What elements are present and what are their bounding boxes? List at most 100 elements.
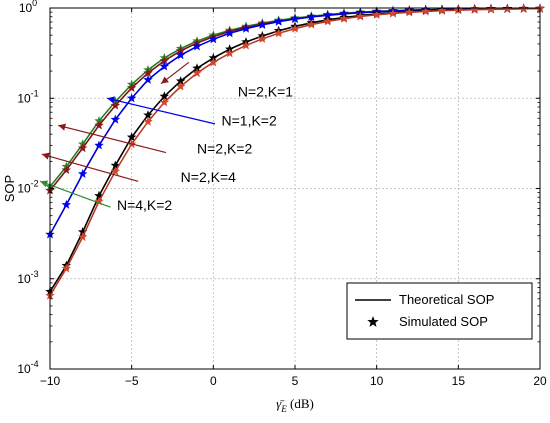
series-point [306,11,317,22]
series-point [273,28,284,38]
x-tick-label: −10 [40,374,61,388]
series-point [61,263,72,273]
annotation-n-2-k-2: N=2,K=2 [58,123,252,156]
series-point [388,8,398,18]
x-tick-label: 0 [210,374,217,388]
annotation-group: N=2,K=1 N=1,K=2 N=2,K=2 N=2,K=4 N=4,K=2 [39,61,293,213]
y-tick-label: 10-2 [17,179,38,196]
annotation-label: N=2,K=1 [238,83,293,99]
x-axis-title-main: γ̄ [276,396,285,411]
series-point [159,55,170,65]
y-tick-label-exponent: -3 [31,269,39,279]
legend-box [346,282,533,340]
annotation-arrow [58,123,167,154]
x-axis-title-unit: (dB) [287,396,314,411]
series-point [257,33,268,43]
series-point [420,6,431,16]
y-tick-label-exponent: -4 [31,359,39,369]
legend-star-marker [367,316,379,327]
legend: Theoretical SOP Simulated SOP [346,282,533,340]
annotation-n-2-k-1: N=2,K=1 [160,61,293,99]
y-tick-label: 10-4 [17,359,38,376]
annotation-label: N=2,K=2 [197,140,252,156]
y-tick-label: 100 [19,0,37,15]
y-tick-label-base: 10 [19,1,33,15]
y-tick-label-base: 10 [17,182,31,196]
series-point [77,143,88,153]
series-point [306,19,317,29]
series-point [224,28,235,38]
annotation-arrow [160,61,190,85]
annotation-arrow [39,180,111,208]
series-point [94,190,104,200]
y-tick-label-base: 10 [17,362,31,376]
series-point [192,41,202,51]
y-tick-label-exponent: -2 [31,179,39,189]
series-point [241,23,251,33]
series-point [143,68,153,78]
series-point [355,11,366,21]
y-tick-label-exponent: -1 [31,88,39,98]
series-point [192,63,202,73]
series-point [241,40,251,50]
series-point [290,23,300,33]
series-point [159,97,170,107]
series-point [290,14,300,24]
legend-item-theoretical: Theoretical SOP [399,292,494,307]
series-point [110,100,121,110]
y-tick-label-base: 10 [17,91,31,105]
series-point [77,232,88,242]
series-point [143,74,153,84]
annotation-label: N=2,K=4 [181,169,236,185]
x-tick-label: −5 [125,374,139,388]
annotation-label: N=1,K=2 [222,112,277,128]
legend-item-simulated: Simulated SOP [399,314,488,329]
series-point [159,91,170,101]
series-point [502,4,513,14]
annotation-arrow [107,96,216,125]
series-point [469,4,480,14]
series-point [110,160,121,170]
series-point [208,34,219,44]
y-tick-label: 10-1 [17,88,38,105]
series-point [126,82,137,93]
series-point [175,50,186,60]
series-point [322,16,333,26]
series-point [371,9,382,19]
annotation-label: N=4,K=2 [117,197,172,213]
annotation-arrow [41,152,139,182]
x-axis-title-sub: E [280,404,287,414]
series-point [273,16,284,26]
x-axis-title: γ̄E (dB) [276,396,314,414]
series-point [404,7,415,17]
series-point [126,93,137,103]
y-tick-label-exponent: 0 [32,0,37,8]
series-point [77,226,88,236]
series-point [175,76,186,86]
x-tick-label: 10 [370,374,384,388]
series-point [110,114,121,124]
series-point [94,140,104,150]
annotation-n-2-k-4: N=2,K=4 [41,152,236,185]
series-point [175,81,186,91]
series-point [110,166,121,176]
series-point [339,13,349,23]
y-tick-label-base: 10 [17,272,31,286]
x-tick-label: 5 [292,374,299,388]
y-axis-title: SOP [2,175,17,202]
series-point [192,68,202,78]
series-point [126,132,137,142]
series-point [486,4,496,14]
series-point [437,5,447,15]
series-point [94,196,104,206]
annotation-n-1-k-2: N=1,K=2 [107,96,277,128]
series-point [208,57,219,67]
series-point [143,116,153,126]
x-tick-label: 20 [533,374,547,388]
annotation-n-4-k-2: N=4,K=2 [39,180,172,213]
y-tick-label: 10-3 [17,269,38,286]
x-tick-label: 15 [452,374,466,388]
series-point [61,199,72,209]
